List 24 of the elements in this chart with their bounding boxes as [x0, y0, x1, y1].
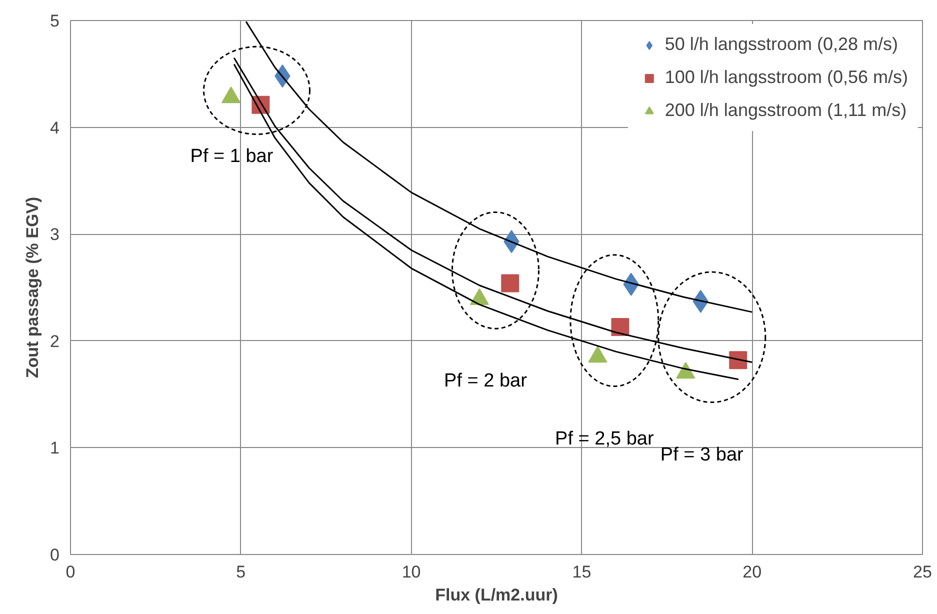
point	[729, 351, 748, 370]
y-axis-title: Zout passage (% EGV)	[23, 196, 42, 378]
y-tick-label: 1	[50, 438, 60, 458]
y-tick-label: 3	[50, 225, 60, 244]
y-tick-label: 4	[50, 118, 60, 138]
annotation: Pf = 2,5 bar	[555, 428, 654, 450]
point	[611, 318, 630, 336]
y-tick-label: 2	[50, 332, 60, 351]
y-tick-label: 5	[50, 12, 60, 30]
annotation: Pf = 2 bar	[444, 370, 528, 392]
x-tick-label: 20	[742, 562, 762, 582]
point	[501, 274, 520, 292]
y-tick-label: 0	[50, 546, 60, 564]
legend-label: 100 l/h langsstroom (0,56 m/s)	[664, 67, 908, 88]
x-tick-label: 25	[913, 562, 932, 582]
legend-label: 200 l/h langsstroom (1,11 m/s)	[664, 100, 907, 121]
x-tick-label: 0	[66, 562, 76, 582]
x-tick-label: 5	[236, 562, 246, 582]
x-tick-label: 15	[572, 562, 592, 582]
annotation: Pf = 1 bar	[190, 146, 274, 168]
legend-label: 50 l/h langsstroom (0,28 m/s)	[664, 34, 898, 55]
annotation: Pf = 3 bar	[660, 444, 744, 466]
x-axis-title: Flux (L/m2.uur)	[435, 586, 558, 604]
x-tick-label: 10	[402, 562, 421, 582]
